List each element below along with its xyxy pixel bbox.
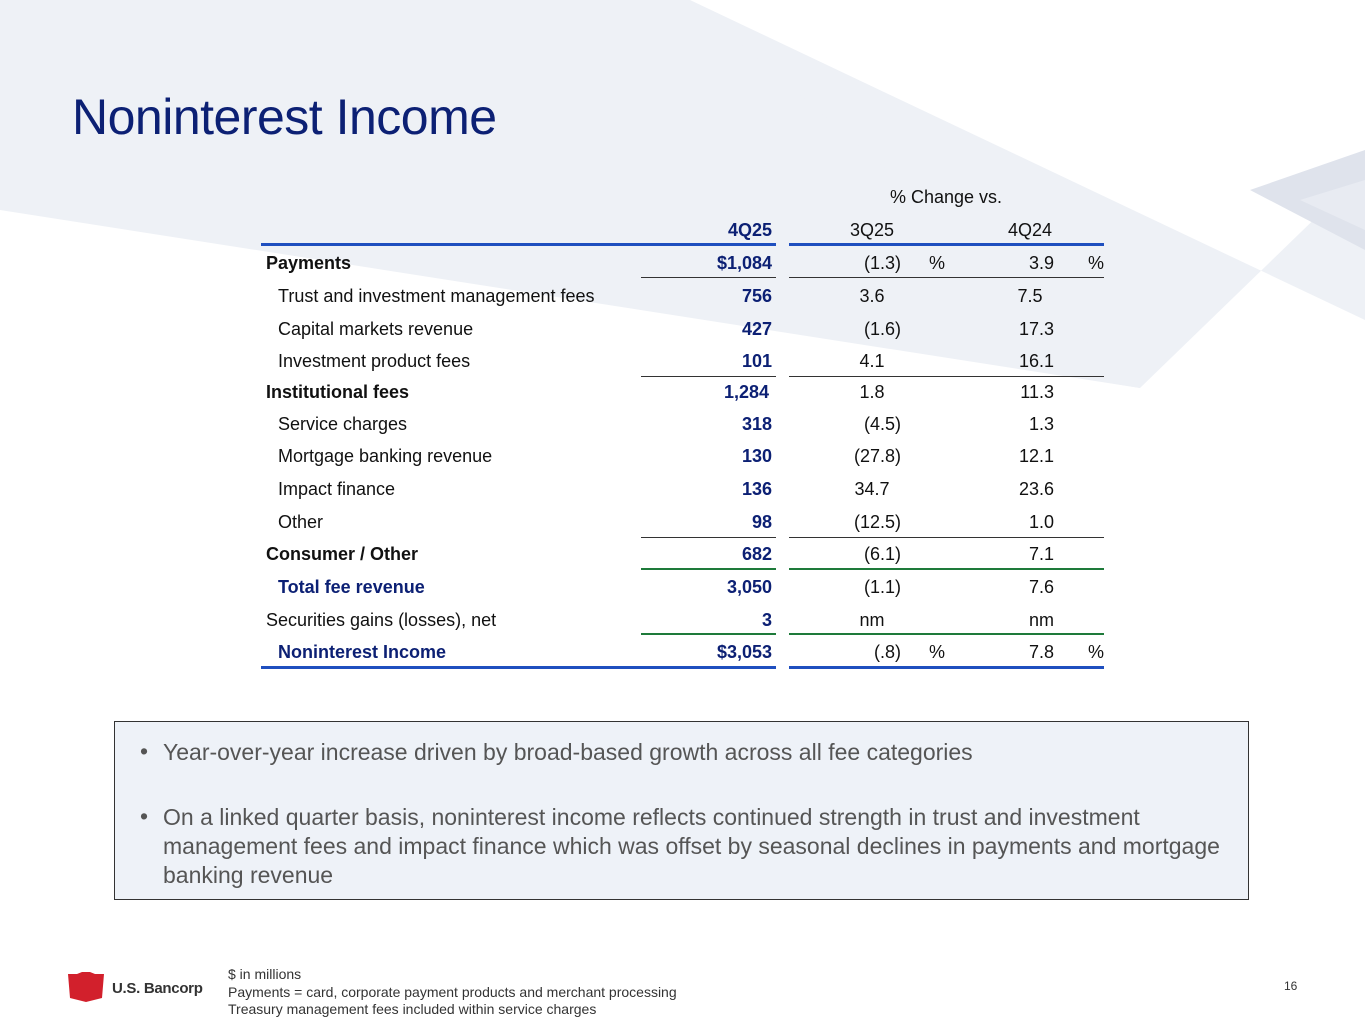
bullet-dot: •	[140, 803, 149, 829]
row-value-securities-gains: 3	[761, 610, 772, 630]
commentary-bullet-1: Year-over-year increase driven by broad-…	[163, 739, 973, 765]
row-chg3q-investment-product: 4.1	[859, 351, 885, 371]
row-rule	[789, 537, 1104, 538]
row-label-trust-fees: Trust and investment management fees	[278, 286, 595, 306]
pct-sign: %	[1088, 642, 1105, 662]
row-label-other: Other	[278, 512, 324, 532]
footnote-treasury: Treasury management fees included within…	[228, 1001, 597, 1017]
row-label-noninterest-income: Noninterest Income	[278, 642, 447, 662]
row-chg3q-impact-finance: 34.7	[854, 479, 890, 499]
row-rule-green	[641, 633, 776, 635]
row-value-investment-product: 101	[741, 351, 772, 371]
row-label-service-charges: Service charges	[278, 414, 408, 434]
row-rule-green	[641, 568, 776, 570]
row-value-service-charges: 318	[741, 414, 772, 434]
col-header-3q25: 3Q25	[849, 220, 895, 240]
row-chg3q-other: (12.5)	[853, 512, 901, 532]
row-chg4q-institutional-fees: 11.3	[1020, 382, 1054, 402]
row-value-consumer-other: 682	[741, 544, 772, 564]
row-chg3q-trust-fees: 3.6	[859, 286, 885, 306]
row-chg3q-consumer-other: (6.1)	[863, 544, 901, 564]
row-chg3q-payments: (1.3)	[863, 253, 901, 273]
row-chg4q-trust-fees: 7.5	[1017, 286, 1043, 306]
row-label-investment-product: Investment product fees	[278, 351, 471, 371]
row-value-noninterest-income: $3,053	[716, 642, 772, 662]
col-header-4q25: 4Q25	[727, 220, 772, 240]
row-chg4q-impact-finance: 23.6	[1018, 479, 1054, 499]
row-rule	[789, 277, 1104, 278]
row-rule-green	[789, 568, 1104, 570]
row-label-total-fee-revenue: Total fee revenue	[278, 577, 425, 597]
bullet-dot: •	[140, 738, 149, 764]
row-rule	[789, 376, 1104, 377]
row-chg3q-capital-markets: (1.6)	[863, 319, 901, 339]
row-chg4q-consumer-other: 7.1	[1028, 544, 1054, 564]
header-rule-left	[261, 243, 776, 246]
pct-sign: %	[929, 642, 946, 662]
row-label-payments: Payments	[266, 253, 352, 273]
row-value-capital-markets: 427	[741, 319, 772, 339]
row-chg3q-service-charges: (4.5)	[863, 414, 901, 434]
row-value-trust-fees: 756	[741, 286, 772, 306]
row-chg3q-mortgage-banking: (27.8)	[853, 446, 901, 466]
bottom-rule-right	[789, 666, 1104, 669]
pct-sign: %	[1088, 253, 1105, 273]
page-number: 16	[1284, 979, 1298, 993]
row-label-consumer-other: Consumer / Other	[266, 544, 419, 564]
row-value-total-fee-revenue: 3,050	[726, 577, 772, 597]
row-label-securities-gains: Securities gains (losses), net	[266, 610, 497, 630]
row-rule-green	[789, 633, 1104, 635]
row-chg4q-noninterest-income: 7.8	[1028, 642, 1054, 662]
row-chg4q-securities-gains: nm	[1028, 610, 1054, 630]
row-label-mortgage-banking: Mortgage banking revenue	[278, 446, 493, 466]
row-rule	[641, 376, 776, 377]
bancorp-shield-logo	[68, 972, 104, 1002]
bancorp-logo-text: U.S. Bancorp	[112, 980, 203, 997]
row-chg3q-total-fee-revenue: (1.1)	[863, 577, 901, 597]
percent-change-header: % Change vs.	[890, 187, 1003, 207]
header-rule-right	[789, 243, 1104, 246]
row-chg4q-payments: 3.9	[1028, 253, 1054, 273]
row-label-capital-markets: Capital markets revenue	[278, 319, 474, 339]
footnote-payments: Payments = card, corporate payment produ…	[228, 984, 677, 1000]
row-value-payments: $1,084	[716, 253, 772, 273]
row-value-other: 98	[751, 512, 772, 532]
row-chg4q-investment-product: 16.1	[1018, 351, 1054, 371]
row-value-impact-finance: 136	[741, 479, 772, 499]
footnote-units: $ in millions	[228, 966, 302, 982]
row-rule	[641, 277, 776, 278]
row-chg4q-other: 1.0	[1028, 512, 1054, 532]
row-value-institutional-fees: 1,284	[723, 382, 769, 402]
bottom-rule-left	[261, 666, 776, 669]
commentary-bullet-2: On a linked quarter basis, noninterest i…	[163, 804, 1220, 888]
row-value-mortgage-banking: 130	[741, 446, 772, 466]
col-header-4q24: 4Q24	[1007, 220, 1053, 240]
row-chg4q-total-fee-revenue: 7.6	[1028, 577, 1054, 597]
row-rule	[641, 537, 776, 538]
row-label-impact-finance: Impact finance	[278, 479, 396, 499]
row-chg4q-mortgage-banking: 12.1	[1018, 446, 1054, 466]
row-label-institutional-fees: Institutional fees	[266, 382, 410, 402]
row-chg3q-noninterest-income: (.8)	[874, 642, 901, 662]
page-title: Noninterest Income	[72, 89, 497, 145]
row-chg4q-service-charges: 1.3	[1028, 414, 1054, 434]
pct-sign: %	[929, 253, 946, 273]
row-chg4q-capital-markets: 17.3	[1018, 319, 1054, 339]
commentary-box	[114, 721, 1249, 900]
row-chg3q-institutional-fees: 1.8	[859, 382, 885, 402]
row-chg3q-securities-gains: nm	[859, 610, 885, 630]
